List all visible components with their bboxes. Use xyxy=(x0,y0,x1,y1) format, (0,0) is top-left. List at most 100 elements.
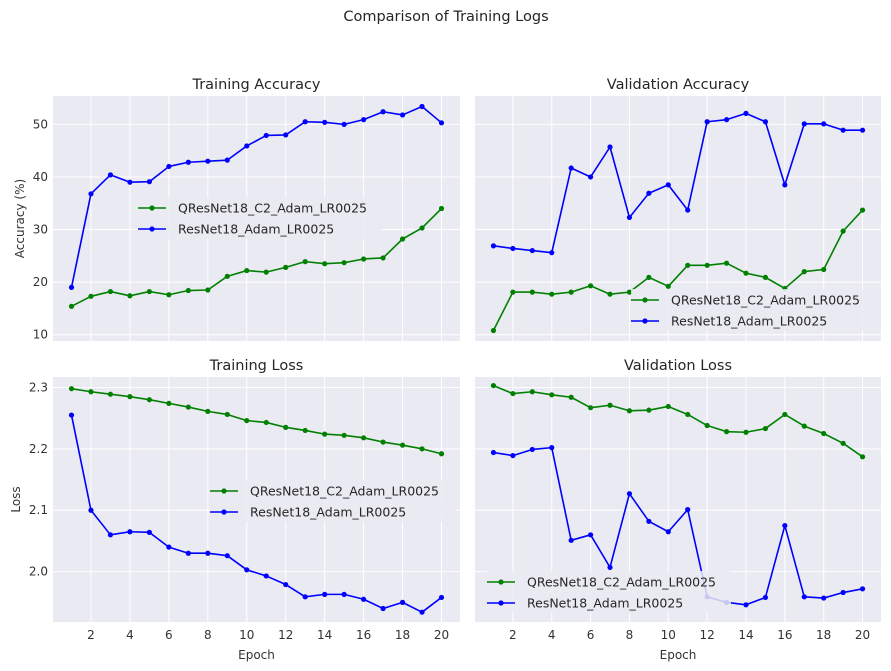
data-point xyxy=(529,446,535,453)
data-point xyxy=(68,386,75,392)
series-line xyxy=(493,446,863,606)
y-axis-label: Loss xyxy=(9,486,23,512)
tick-labels: 2 4 6 8 10 12 14 16 18 20 xyxy=(509,628,870,642)
series-line xyxy=(70,414,442,613)
legend: QResNet18_C2_Adam_LR0025 ResNet18_Adam_LR… xyxy=(487,571,731,613)
data-point xyxy=(419,446,425,452)
data-point xyxy=(607,291,613,297)
data-point xyxy=(607,144,613,150)
data-point xyxy=(782,411,788,418)
x-tick-label: 4 xyxy=(126,628,134,642)
data-point xyxy=(244,417,250,424)
data-point xyxy=(626,491,633,497)
data-point xyxy=(723,260,730,266)
legend-marker xyxy=(149,226,155,232)
data-point xyxy=(68,412,75,418)
data-point xyxy=(361,596,367,602)
y-tick-label: 2.2 xyxy=(29,442,48,456)
data-point xyxy=(205,550,211,556)
data-point xyxy=(490,327,497,334)
series-line xyxy=(492,209,864,331)
y-tick-label: 40 xyxy=(33,170,48,184)
data-point xyxy=(302,594,308,600)
data-point xyxy=(568,394,574,400)
data-point xyxy=(302,119,308,125)
panel-training-loss: 2 4 6 8 10 12 14 16 18 20 2.0 2.1 2.2 2.3 Training Lo… xyxy=(9,358,460,662)
x-tick-label: 8 xyxy=(204,628,212,642)
legend-marker xyxy=(221,509,227,515)
data-point xyxy=(510,289,516,295)
data-point xyxy=(283,132,289,138)
legend: QResNet18_C2_Adam_LR0025 ResNet18_Adam_LR… xyxy=(631,289,875,331)
panel-title: Training Loss xyxy=(209,358,304,374)
series-line xyxy=(70,105,443,288)
data-point xyxy=(68,284,75,290)
data-point xyxy=(185,287,191,294)
data-point xyxy=(263,132,269,139)
data-point xyxy=(568,537,574,543)
legend-item: QResNet18_C2_Adam_LR0025 xyxy=(631,293,860,308)
data-point xyxy=(568,165,574,171)
data-point xyxy=(626,408,633,414)
data-point xyxy=(438,205,445,212)
data-point xyxy=(762,274,769,280)
x-tick-label: 6 xyxy=(165,628,173,642)
x-tick-label: 18 xyxy=(816,628,831,642)
data-point xyxy=(859,207,866,213)
series-line xyxy=(71,207,443,308)
data-point xyxy=(361,256,367,262)
data-point xyxy=(510,245,516,252)
data-point xyxy=(263,269,269,275)
legend: QResNet18_C2_Adam_LR0025 ResNet18_Adam_LR… xyxy=(138,197,382,239)
series-qresnet18 xyxy=(68,205,445,309)
data-point xyxy=(88,191,94,197)
legend-item: ResNet18_Adam_LR0025 xyxy=(487,596,683,611)
series-qresnet18 xyxy=(68,386,445,457)
y-tick-label: 2.0 xyxy=(29,565,48,579)
x-tick-label: 10 xyxy=(661,628,676,642)
data-point xyxy=(801,423,807,429)
data-point xyxy=(704,422,710,429)
data-point xyxy=(244,567,250,573)
tick-labels: 2 4 6 8 10 12 14 16 18 20 2.0 2.1 2.2 2.3 xyxy=(29,380,449,642)
data-point xyxy=(127,293,133,299)
legend-box xyxy=(487,571,731,613)
data-point xyxy=(438,451,445,457)
y-tick-label: 2.3 xyxy=(29,380,48,394)
data-point xyxy=(685,207,691,213)
data-point xyxy=(510,390,516,397)
data-point xyxy=(529,389,535,395)
panel-title: Validation Accuracy xyxy=(607,77,750,93)
data-point xyxy=(762,425,769,432)
x-tick-label: 4 xyxy=(548,628,556,642)
series-layer xyxy=(490,382,866,608)
x-tick-label: 18 xyxy=(395,628,410,642)
data-point xyxy=(205,287,211,293)
data-point xyxy=(127,179,133,185)
y-axis-label: Accuracy (%) xyxy=(13,179,27,258)
legend-marker xyxy=(221,488,227,494)
data-point xyxy=(380,109,386,115)
data-point xyxy=(146,397,152,403)
series-layer xyxy=(68,386,445,615)
series-layer xyxy=(68,103,445,309)
x-tick-label: 14 xyxy=(738,628,753,642)
data-point xyxy=(361,117,367,123)
legend-box xyxy=(210,480,456,522)
data-point xyxy=(205,158,211,164)
data-point xyxy=(302,427,308,434)
data-point xyxy=(743,602,749,608)
data-point xyxy=(322,591,328,597)
data-point xyxy=(322,431,328,437)
data-point xyxy=(107,391,114,397)
legend-label: ResNet18_Adam_LR0025 xyxy=(250,505,406,520)
data-point xyxy=(665,529,671,535)
x-tick-label: 16 xyxy=(777,628,792,642)
data-point xyxy=(587,405,594,411)
figure-title: Comparison of Training Logs xyxy=(343,9,548,25)
x-tick-label: 10 xyxy=(239,628,254,642)
series-line xyxy=(493,384,864,458)
data-point xyxy=(185,550,191,556)
grid xyxy=(53,96,460,341)
